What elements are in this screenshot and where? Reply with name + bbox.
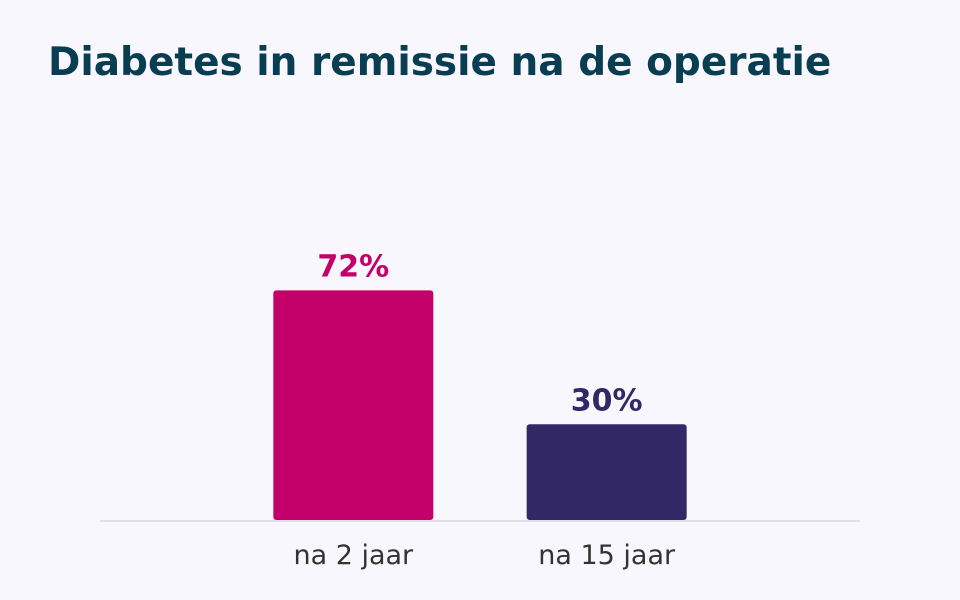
bar-2 bbox=[526, 424, 687, 520]
chart-title: Diabetes in remissie na de operatie bbox=[48, 40, 832, 85]
bar-value-label-2: 30% bbox=[571, 383, 643, 418]
labels-layer: 72% na 2 jaar 30% na 15 jaar bbox=[293, 249, 676, 571]
bar-1 bbox=[273, 290, 434, 520]
bar-value-label-1: 72% bbox=[317, 249, 389, 284]
bars-layer bbox=[273, 290, 687, 520]
x-tick-label-1: na 2 jaar bbox=[293, 540, 414, 571]
x-tick-label-2: na 15 jaar bbox=[538, 540, 676, 571]
